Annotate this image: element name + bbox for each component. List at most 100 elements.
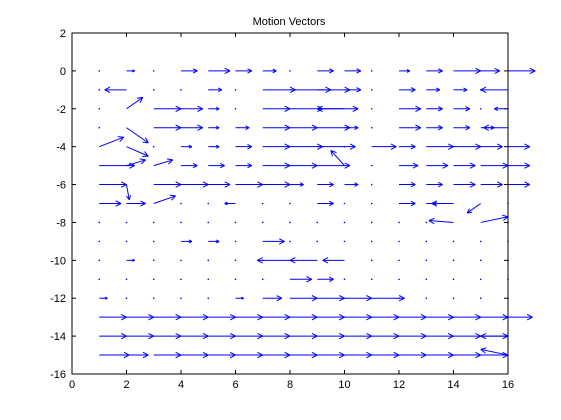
vector-arrow — [317, 313, 345, 321]
vector-arrow — [452, 259, 455, 262]
vector-arrow — [480, 67, 501, 74]
vector-arrow — [235, 351, 263, 359]
vector-arrow — [343, 145, 346, 148]
vector-arrow — [289, 240, 291, 243]
axis-tick-labels: 0 2 4 6 8 10 12 14 16 2 0 -2 -4 -6 -8 -10 -12 -14 -16 — [50, 28, 514, 391]
vector-arrow — [153, 181, 182, 188]
vector-arrow — [208, 239, 220, 244]
vector-arrow — [153, 313, 182, 321]
vector-field — [98, 67, 536, 359]
vector-arrow — [181, 181, 209, 188]
vector-arrow — [426, 332, 454, 340]
x-tick-label: 10 — [338, 379, 350, 391]
vector-arrow — [453, 162, 476, 169]
vector-arrow — [425, 297, 428, 300]
vector-arrow — [180, 259, 182, 262]
vector-arrow — [344, 125, 359, 131]
vector-arrow — [290, 182, 304, 187]
y-tick-label: -10 — [50, 255, 66, 267]
vector-arrow — [180, 202, 182, 205]
vector-arrow — [262, 313, 291, 321]
vector-arrow — [370, 126, 373, 129]
vector-arrow — [479, 240, 482, 243]
vector-arrow — [235, 143, 253, 150]
vector-arrow — [480, 86, 508, 94]
vector-arrow — [370, 240, 373, 243]
vector-arrow — [126, 69, 135, 73]
vector-arrow — [152, 221, 155, 224]
vector-arrow — [508, 162, 531, 169]
vector-arrow — [343, 278, 346, 281]
vector-arrow — [399, 87, 416, 93]
vector-arrow — [330, 149, 345, 166]
vector-arrow — [125, 278, 128, 281]
x-tick-label: 0 — [69, 379, 75, 391]
vector-arrow — [181, 144, 193, 149]
vector-arrow — [126, 200, 146, 207]
vector-arrow — [508, 143, 531, 150]
y-tick-label: -2 — [56, 104, 66, 116]
vector-arrow — [208, 313, 236, 321]
vector-arrow — [290, 351, 318, 359]
vector-arrow — [262, 238, 285, 245]
x-tick-label: 6 — [232, 379, 238, 391]
y-tick-label: 0 — [60, 66, 66, 78]
vector-arrow — [208, 87, 223, 93]
vector-arrow — [180, 221, 182, 224]
vector-arrow — [480, 162, 509, 169]
vector-arrow — [398, 259, 400, 262]
vector-arrow — [453, 351, 481, 359]
vector-arrow — [208, 181, 231, 188]
vector-arrow — [234, 89, 237, 91]
vector-arrow — [289, 202, 291, 205]
vector-arrow — [370, 107, 373, 110]
vector-arrow — [125, 297, 128, 300]
vector-arrow — [494, 106, 508, 112]
vector-arrow — [208, 144, 220, 149]
vector-arrow — [153, 158, 174, 167]
vector-arrow — [371, 143, 397, 150]
vector-arrow — [480, 313, 509, 321]
vector-arrow — [207, 278, 210, 281]
vector-arrow — [289, 70, 291, 72]
vector-arrow — [262, 181, 291, 188]
vector-arrow — [262, 105, 291, 112]
vector-arrow — [399, 162, 419, 169]
vector-arrow — [99, 296, 108, 300]
vector-arrow — [153, 124, 182, 131]
vector-arrow — [344, 332, 372, 340]
vector-arrow — [317, 295, 345, 302]
vector-arrow — [322, 257, 345, 264]
vector-arrow — [426, 106, 443, 112]
y-tick-label: -8 — [56, 217, 66, 229]
vector-arrow — [153, 105, 182, 112]
vector-arrow — [98, 89, 101, 91]
vector-arrow — [98, 240, 101, 243]
vector-arrow — [104, 86, 127, 94]
vector-arrow — [235, 162, 253, 169]
vector-arrow — [370, 70, 373, 72]
y-tick-label: 2 — [60, 28, 66, 40]
vector-arrow — [317, 332, 345, 340]
vector-arrow — [344, 87, 362, 93]
vector-arrow — [425, 240, 428, 243]
vector-arrow — [344, 182, 359, 187]
vector-arrow — [261, 202, 264, 205]
vector-arrow — [262, 351, 291, 359]
vector-arrow — [262, 162, 291, 169]
vector-arrow — [399, 181, 416, 188]
vector-arrow — [289, 257, 318, 264]
vector-arrow — [181, 351, 209, 359]
vector-arrow — [234, 107, 237, 110]
vector-arrow — [290, 295, 318, 302]
vector-arrow — [152, 70, 155, 72]
vector-arrow — [452, 278, 455, 281]
vector-arrow — [234, 240, 237, 243]
vector-arrow — [508, 181, 531, 188]
vector-arrow — [181, 239, 193, 244]
vector-arrow — [370, 259, 373, 262]
x-tick-label: 14 — [447, 379, 459, 391]
vector-arrow — [98, 259, 101, 262]
vector-arrow — [344, 295, 372, 302]
vector-arrow — [453, 125, 471, 131]
